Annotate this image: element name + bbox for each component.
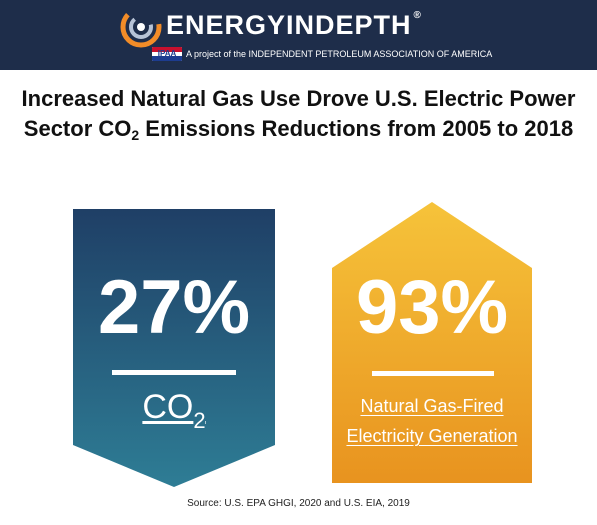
- title-line-2-end: Emissions Reductions from 2005 to 2018: [139, 116, 574, 141]
- co2-down-arrow: [73, 209, 275, 487]
- natural-gas-divider: [372, 371, 494, 376]
- brand-text: ENERGYINDEPTH: [166, 10, 412, 40]
- tagline: A project of the INDEPENDENT PETROLEUM A…: [186, 49, 493, 59]
- source-note: Source: U.S. EPA GHGI, 2020 and U.S. EIA…: [187, 498, 410, 509]
- natural-gas-up-arrow: [332, 202, 532, 483]
- brand-name: ENERGYINDEPTH ®: [166, 10, 422, 41]
- title-line-1: Increased Natural Gas Use Drove U.S. Ele…: [21, 86, 576, 111]
- co2-divider: [112, 370, 236, 375]
- title-subscript: 2: [131, 127, 140, 143]
- co2-stat-label: CO2: [73, 388, 275, 434]
- badge-red-stripe: [152, 47, 182, 52]
- natural-gas-label-line-2: Electricity Generation: [346, 426, 518, 446]
- natural-gas-stat-label: Natural Gas-Fired Electricity Generation: [332, 391, 532, 451]
- natural-gas-stat-value: 93%: [355, 265, 509, 350]
- title-line-2-start: Sector CO: [23, 116, 132, 141]
- header-banner: ENERGYINDEPTH ® IPAA A project of the IND…: [0, 0, 597, 70]
- ipaa-badge: IPAA: [152, 47, 182, 61]
- swirl-gear-icon: [120, 6, 162, 48]
- badge-blue-stripe: [152, 56, 182, 61]
- title-line-2: Sector CO2 Emissions Reductions from 200…: [0, 114, 597, 144]
- registered-mark: ®: [413, 10, 422, 21]
- badge-text: IPAA: [157, 49, 177, 58]
- co2-stat-value: 27%: [97, 265, 251, 350]
- co2-label-subscript: 2: [193, 408, 206, 433]
- co2-label-text: CO: [142, 388, 194, 426]
- page-title: Increased Natural Gas Use Drove U.S. Ele…: [0, 84, 597, 144]
- natural-gas-label-line-1: Natural Gas-Fired: [360, 396, 504, 416]
